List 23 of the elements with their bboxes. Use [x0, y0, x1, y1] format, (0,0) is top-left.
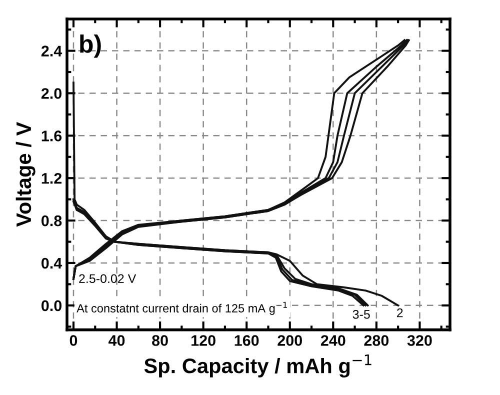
x-tick-label: 120	[192, 335, 216, 346]
y-axis-title: Voltage / V	[16, 122, 36, 227]
annotation: 3-5	[352, 310, 370, 319]
y-tick-label: 1.6	[42, 130, 62, 142]
x-tick-label: 0	[70, 335, 78, 346]
x-tick-label: 40	[108, 335, 125, 346]
y-tick-label: 0.4	[42, 258, 62, 269]
x-tick-label: 280	[364, 335, 389, 346]
y-tick-label: 0.0	[42, 300, 62, 312]
annotation: 2.5-0.02 V	[79, 274, 136, 284]
x-tick-label: 200	[278, 335, 302, 346]
x-tick-label: 320	[407, 335, 432, 346]
x-tick-label: 240	[320, 335, 346, 346]
y-tick-label: 1.2	[42, 172, 62, 184]
x-axis-title: Sp. Capacity / mAh g$^{−1}$	[144, 354, 372, 378]
y-tick-label: 2.4	[41, 46, 62, 56]
x-tick-label: 160	[234, 335, 259, 346]
annotation: At constatnt current drain of 125 mA g$^{−1}$	[76, 302, 287, 315]
x-tick-label: 80	[152, 335, 168, 346]
y-tick-label: 2.0	[41, 88, 62, 99]
y-tick-label: 0.8	[42, 215, 62, 226]
annotation: b)	[80, 34, 101, 58]
annotation: 2	[397, 308, 403, 318]
